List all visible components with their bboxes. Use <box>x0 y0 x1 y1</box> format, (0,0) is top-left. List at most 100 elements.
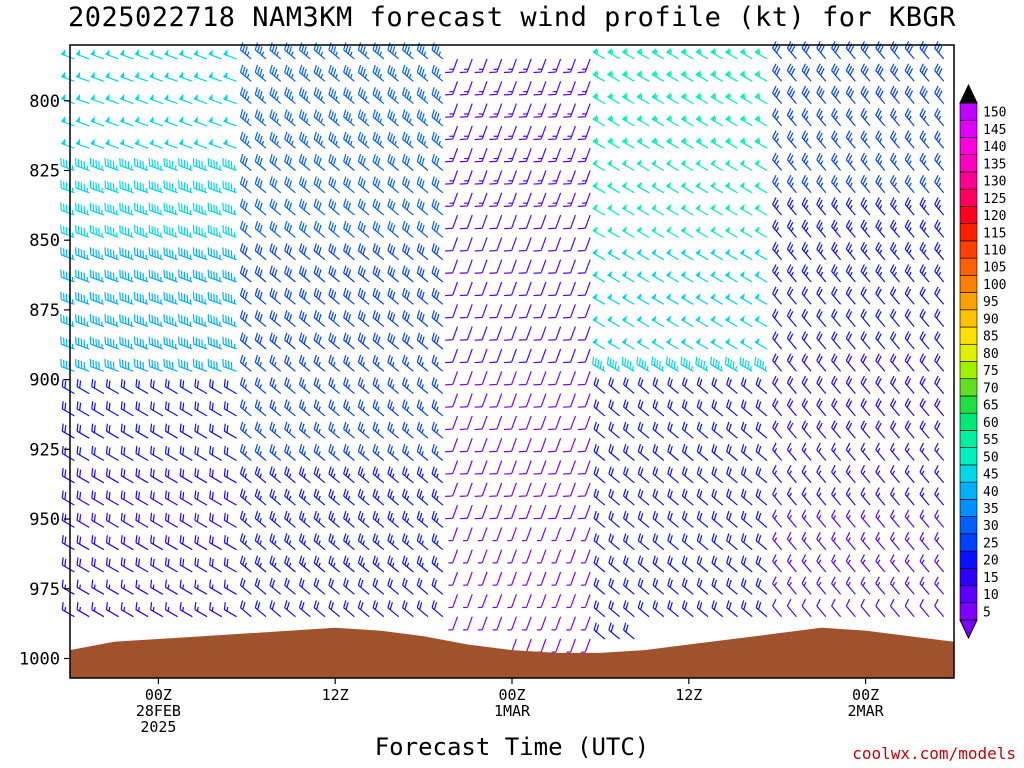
wind-barb <box>489 103 503 118</box>
wind-barb <box>372 154 385 171</box>
wind-barb <box>566 549 576 564</box>
wind-barb <box>711 444 724 461</box>
wind-barb <box>860 85 871 104</box>
wind-barb <box>772 598 783 618</box>
wind-barb <box>474 437 488 453</box>
wind-barb <box>387 354 399 372</box>
wind-barb <box>739 270 753 283</box>
wind-barb <box>416 421 429 439</box>
wind-barb <box>623 444 635 461</box>
wind-barb <box>503 371 517 386</box>
wind-barb <box>223 93 237 105</box>
wind-barb <box>786 197 797 216</box>
wind-barb <box>696 466 709 484</box>
wind-barb <box>61 378 75 395</box>
wind-barb <box>104 202 119 216</box>
wind-barb <box>489 237 503 252</box>
wind-barb <box>402 176 414 194</box>
wind-barb <box>134 93 149 105</box>
wind-barb <box>104 291 119 305</box>
wind-barb <box>357 109 370 127</box>
wind-barb <box>889 219 900 238</box>
wind-barb <box>179 468 193 484</box>
wind-barb <box>623 555 635 573</box>
credit-text[interactable]: coolwx.com/models <box>852 744 1016 763</box>
wind-barb <box>681 466 694 484</box>
wind-barb <box>740 488 753 506</box>
wind-barb <box>860 598 871 618</box>
colorbar-label: 65 <box>983 399 999 414</box>
wind-barb <box>387 42 399 60</box>
wind-barb <box>489 281 503 297</box>
wind-barb <box>416 533 429 551</box>
wind-barb <box>754 92 768 105</box>
wind-barb <box>164 423 178 439</box>
wind-barb <box>845 598 856 618</box>
wind-barb <box>207 158 223 172</box>
wind-barb <box>474 460 488 475</box>
wind-barb <box>207 224 223 238</box>
wind-barb <box>61 49 75 60</box>
wind-barb <box>61 93 75 105</box>
colorbar-swatch <box>959 154 978 173</box>
wind-barb <box>254 64 267 82</box>
wind-barb <box>328 533 340 551</box>
wind-barb <box>666 159 679 172</box>
wind-barb <box>269 220 282 238</box>
wind-barb <box>416 510 429 528</box>
colorbar-label: 20 <box>983 554 999 569</box>
wind-barb <box>343 444 355 461</box>
wind-barb <box>831 197 842 216</box>
wind-barb <box>492 616 503 631</box>
wind-barb <box>636 248 650 261</box>
wind-barb <box>254 600 267 618</box>
wind-barb <box>149 138 164 149</box>
wind-barb <box>904 85 915 104</box>
wind-barb <box>105 535 119 551</box>
wind-barb <box>269 600 282 618</box>
wind-barb <box>254 533 267 551</box>
wind-barb <box>104 358 119 372</box>
wind-barb <box>606 356 620 372</box>
wind-barb <box>89 180 105 194</box>
wind-barb <box>492 571 503 586</box>
wind-barb <box>474 348 488 364</box>
wind-barb <box>148 291 164 305</box>
wind-barb <box>740 444 753 461</box>
wind-barb <box>387 466 399 484</box>
wind-barb <box>284 466 296 484</box>
wind-barb <box>431 600 444 618</box>
wind-barb <box>459 460 473 475</box>
wind-barb <box>623 600 635 618</box>
wind-barb <box>875 197 886 216</box>
wind-barb <box>739 203 753 216</box>
wind-barb <box>357 198 370 216</box>
wind-barb <box>105 445 119 462</box>
wind-barb <box>711 533 724 551</box>
wind-barb <box>934 398 945 417</box>
wind-barb <box>448 594 459 609</box>
wind-barb <box>904 63 915 82</box>
wind-barb <box>623 510 635 528</box>
wind-barb <box>269 533 282 551</box>
wind-barb <box>831 442 842 461</box>
wind-barb <box>492 527 503 542</box>
wind-barb <box>254 176 267 194</box>
wind-barb <box>566 571 576 586</box>
wind-barb <box>298 488 311 506</box>
wind-barb <box>919 398 930 417</box>
wind-barb <box>636 70 650 82</box>
wind-barb <box>772 554 783 573</box>
wind-barb <box>298 600 311 618</box>
wind-barb <box>637 421 650 439</box>
wind-barb <box>76 602 90 618</box>
wind-barb <box>636 203 650 216</box>
colorbar-label: 40 <box>983 485 999 500</box>
wind-barb <box>934 286 945 305</box>
wind-barb <box>666 92 679 105</box>
wind-barb <box>786 487 797 506</box>
wind-barb <box>445 170 459 185</box>
wind-barb <box>76 445 90 462</box>
colorbar-min-arrow <box>959 619 978 640</box>
